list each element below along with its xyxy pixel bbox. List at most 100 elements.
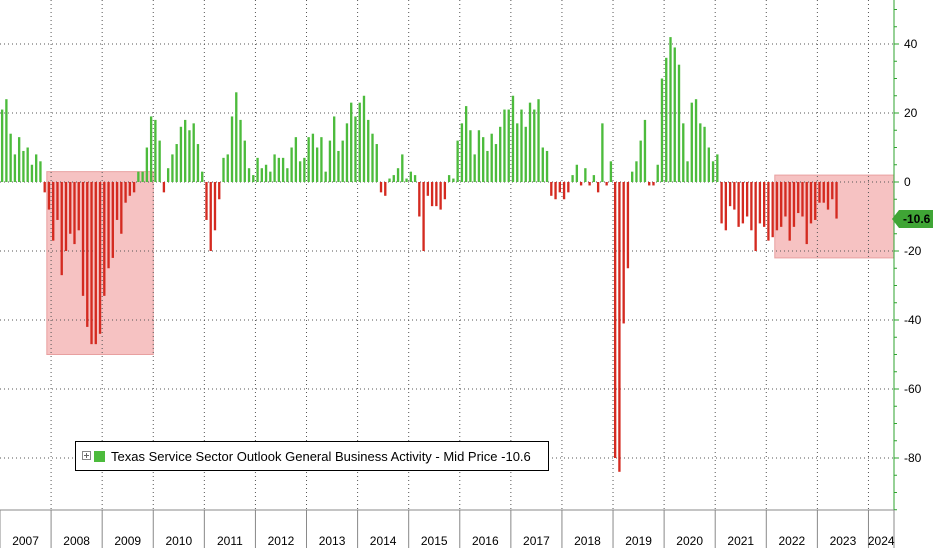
bar-69: [290, 147, 293, 182]
y-tick-label: 20: [904, 106, 918, 120]
bar-186: [788, 182, 791, 241]
bar-101: [426, 182, 430, 196]
bar-36: [149, 116, 153, 182]
bar-21: [86, 182, 89, 327]
bar-88: [371, 133, 374, 182]
bar-2: [5, 99, 8, 182]
bar-136: [575, 164, 579, 182]
bar-33: [137, 171, 140, 182]
bar-92: [388, 178, 391, 182]
x-tick-label: 2012: [268, 534, 295, 548]
bar-72: [303, 157, 306, 182]
bar-128: [541, 147, 544, 182]
bar-137: [579, 182, 583, 186]
x-tick-label: 2013: [319, 534, 346, 548]
bar-142: [601, 123, 604, 182]
bar-93: [392, 175, 395, 182]
bar-13: [52, 182, 55, 241]
x-tick-label: 2010: [165, 534, 192, 548]
bar-134: [567, 182, 570, 193]
bar-26: [107, 182, 110, 269]
bar-25: [103, 182, 106, 296]
bar-90: [379, 182, 383, 193]
bar-58: [243, 140, 246, 182]
bar-179: [758, 182, 762, 224]
expand-icon[interactable]: [82, 450, 91, 460]
bar-148: [626, 182, 630, 269]
bar-144: [609, 161, 613, 182]
bar-23: [94, 182, 97, 345]
bar-76: [320, 137, 323, 182]
bar-77: [324, 171, 327, 182]
bar-70: [294, 137, 298, 182]
bar-181: [767, 182, 770, 241]
bar-3: [9, 133, 12, 182]
bar-165: [699, 123, 702, 182]
bar-45: [188, 130, 191, 182]
bar-149: [631, 171, 634, 182]
last-value-tag: -10.6: [891, 210, 934, 228]
bar-39: [162, 182, 166, 193]
highlight-region-2: [774, 174, 895, 259]
bar-191: [809, 182, 813, 224]
x-tick-label: 2014: [370, 534, 397, 548]
bar-188: [797, 182, 800, 214]
bar-68: [286, 168, 289, 182]
bar-62: [260, 168, 263, 182]
bar-169: [716, 154, 719, 182]
bar-97: [409, 171, 412, 182]
bar-158: [669, 37, 672, 182]
bar-110: [464, 106, 468, 182]
bar-121: [511, 95, 515, 182]
bar-53: [222, 157, 225, 182]
bar-59: [247, 168, 251, 182]
bar-189: [801, 182, 804, 217]
bar-102: [430, 182, 434, 207]
bar-63: [264, 164, 268, 182]
bar-138: [584, 168, 587, 182]
bar-171: [724, 182, 728, 231]
bar-71: [298, 161, 302, 182]
bar-193: [818, 182, 821, 203]
bar-139: [588, 182, 591, 186]
bar-170: [720, 182, 723, 224]
x-tick-label: 2009: [114, 534, 141, 548]
bar-27: [111, 182, 114, 258]
bar-28: [115, 182, 119, 220]
bar-159: [673, 47, 676, 183]
bar-195: [826, 182, 830, 210]
bar-176: [745, 182, 749, 217]
bar-127: [537, 99, 540, 182]
bar-111: [469, 130, 472, 182]
x-tick-label: 2011: [217, 534, 243, 548]
x-tick-label: 2007: [12, 534, 39, 548]
bar-78: [328, 140, 332, 182]
bar-29: [120, 182, 123, 234]
bar-115: [486, 150, 489, 182]
bar-64: [269, 171, 272, 182]
bar-22: [90, 182, 93, 345]
bar-173: [733, 182, 736, 210]
bar-135: [571, 175, 574, 182]
bar-84: [354, 116, 357, 182]
bar-35: [145, 147, 149, 182]
bar-146: [618, 182, 621, 472]
bar-157: [665, 57, 668, 182]
bar-166: [703, 126, 706, 182]
bar-85: [358, 102, 361, 182]
legend: Texas Service Sector Outlook General Bus…: [75, 441, 549, 471]
x-tick-label: 2022: [778, 534, 805, 548]
bar-175: [741, 182, 745, 224]
bar-164: [694, 99, 698, 182]
bar-156: [660, 78, 664, 182]
bar-126: [533, 109, 536, 182]
bar-14: [56, 182, 59, 220]
bar-184: [780, 182, 783, 227]
bar-112: [473, 154, 476, 182]
bar-83: [350, 102, 353, 182]
bar-104: [439, 182, 442, 210]
bar-196: [831, 182, 834, 200]
x-tick-label: 2018: [574, 534, 601, 548]
bar-32: [132, 182, 136, 193]
